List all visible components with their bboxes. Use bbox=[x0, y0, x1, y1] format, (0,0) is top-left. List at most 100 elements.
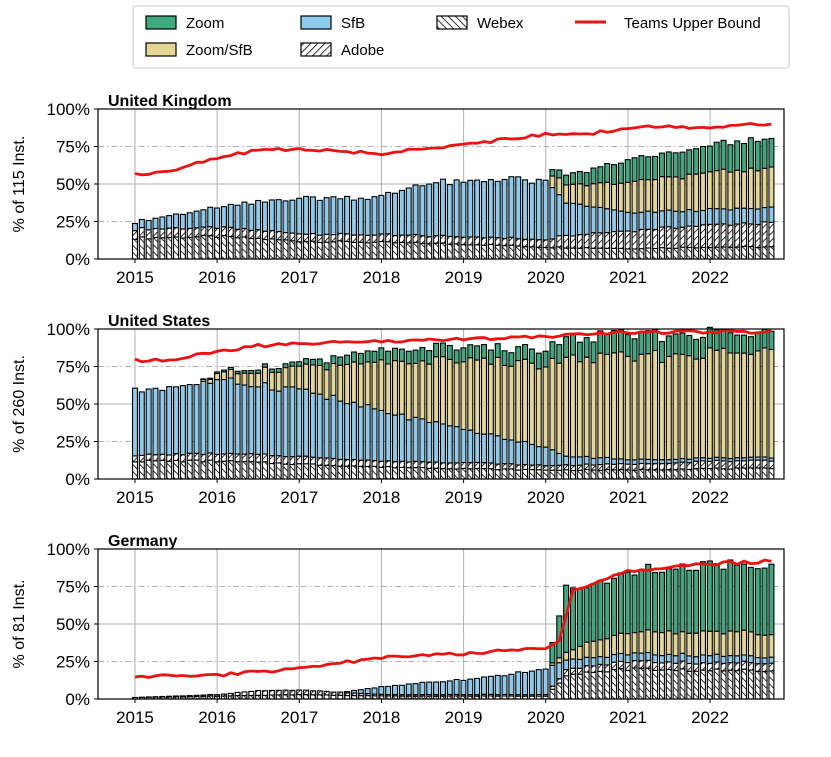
bar-adobe bbox=[769, 663, 774, 671]
bar-webex bbox=[256, 462, 261, 479]
bar-webex bbox=[180, 462, 185, 479]
bar-adobe bbox=[221, 227, 226, 236]
bar-zoom-sfb bbox=[673, 177, 678, 211]
y-tick-label: 75% bbox=[56, 138, 90, 157]
bar-sfb bbox=[434, 682, 439, 695]
bar-adobe bbox=[194, 695, 199, 696]
bar-zoom-sfb bbox=[242, 373, 247, 385]
bar-zoom-sfb bbox=[680, 179, 685, 212]
bar-zoom-sfb bbox=[461, 362, 466, 430]
bar-adobe bbox=[687, 226, 692, 247]
bar-adobe bbox=[399, 461, 404, 467]
bar-webex bbox=[447, 469, 452, 479]
bar-sfb bbox=[290, 200, 295, 233]
bar-webex bbox=[358, 242, 363, 259]
bar-sfb bbox=[310, 197, 315, 234]
bar-adobe bbox=[406, 235, 411, 243]
bar-webex bbox=[748, 670, 753, 699]
bar-sfb bbox=[680, 212, 685, 228]
bar-sfb bbox=[755, 658, 760, 664]
bar-webex bbox=[673, 248, 678, 259]
bar-sfb bbox=[187, 385, 192, 454]
bar-adobe bbox=[304, 456, 309, 464]
bar-zoom-sfb bbox=[605, 639, 610, 658]
bar-webex bbox=[762, 247, 767, 259]
bar-adobe bbox=[536, 240, 541, 248]
bar-sfb bbox=[256, 201, 261, 230]
bar-zoom bbox=[529, 349, 534, 363]
bar-sfb bbox=[468, 430, 473, 463]
bar-adobe bbox=[167, 696, 172, 697]
bar-sfb bbox=[461, 429, 466, 462]
bar-sfb bbox=[646, 653, 651, 661]
bar-adobe bbox=[557, 236, 562, 247]
bar-webex bbox=[687, 469, 692, 479]
bar-adobe bbox=[748, 663, 753, 670]
bar-sfb bbox=[146, 389, 151, 454]
bar-zoom bbox=[646, 331, 651, 354]
bar-adobe bbox=[283, 457, 288, 465]
bar-webex bbox=[564, 248, 569, 259]
bar-webex bbox=[215, 462, 220, 479]
bar-adobe bbox=[680, 462, 685, 469]
bar-sfb bbox=[372, 688, 377, 694]
bar-sfb bbox=[283, 201, 288, 233]
bar-zoom bbox=[625, 335, 630, 357]
bar-adobe bbox=[139, 455, 144, 461]
bar-webex bbox=[659, 670, 664, 699]
bar-adobe bbox=[194, 228, 199, 237]
bar-sfb bbox=[714, 209, 719, 225]
y-tick-label: 25% bbox=[56, 653, 90, 672]
bar-webex bbox=[221, 236, 226, 259]
bar-webex bbox=[310, 241, 315, 259]
bar-sfb bbox=[659, 211, 664, 227]
bar-zoom bbox=[482, 345, 487, 359]
bar-sfb bbox=[454, 680, 459, 695]
bar-adobe bbox=[228, 693, 233, 696]
bar-adobe bbox=[605, 665, 610, 672]
bar-sfb bbox=[160, 390, 165, 454]
bar-zoom bbox=[256, 370, 261, 373]
bar-zoom-sfb bbox=[584, 357, 589, 456]
bar-sfb bbox=[584, 657, 589, 665]
bar-sfb bbox=[516, 672, 521, 695]
bar-webex bbox=[290, 241, 295, 259]
bar-adobe bbox=[748, 224, 753, 247]
bar-sfb bbox=[543, 669, 548, 695]
y-axis-label: % of 260 Inst. bbox=[11, 355, 28, 453]
bar-adobe bbox=[516, 465, 521, 470]
bar-zoom bbox=[762, 568, 767, 635]
bar-sfb bbox=[420, 419, 425, 462]
bar-webex bbox=[208, 236, 213, 259]
bar-sfb bbox=[345, 404, 350, 460]
bar-webex bbox=[577, 248, 582, 259]
bar-webex bbox=[174, 460, 179, 479]
bar-webex bbox=[461, 468, 466, 479]
bar-adobe bbox=[468, 237, 473, 245]
bar-webex bbox=[345, 241, 350, 259]
x-tick-label: 2021 bbox=[609, 488, 647, 507]
bar-adobe bbox=[406, 462, 411, 468]
bar-adobe bbox=[242, 692, 247, 696]
bar-sfb bbox=[543, 180, 548, 240]
bar-webex bbox=[673, 671, 678, 699]
bar-adobe bbox=[680, 661, 685, 669]
bar-adobe bbox=[618, 661, 623, 668]
bar-sfb bbox=[406, 420, 411, 462]
bar-adobe bbox=[564, 465, 569, 470]
bar-webex bbox=[133, 239, 138, 259]
bar-sfb bbox=[694, 657, 699, 664]
bar-webex bbox=[529, 470, 534, 479]
bar-webex bbox=[290, 465, 295, 479]
bar-adobe bbox=[707, 461, 712, 468]
bar-webex bbox=[187, 460, 192, 479]
bar-sfb bbox=[290, 387, 295, 457]
bar-zoom bbox=[605, 334, 610, 354]
bar-zoom-sfb bbox=[365, 362, 370, 405]
bar-webex bbox=[215, 237, 220, 259]
bar-adobe bbox=[365, 460, 370, 466]
bar-webex bbox=[769, 469, 774, 479]
y-axis-label: % of 115 Inst. bbox=[11, 136, 28, 233]
bar-sfb bbox=[413, 185, 418, 234]
